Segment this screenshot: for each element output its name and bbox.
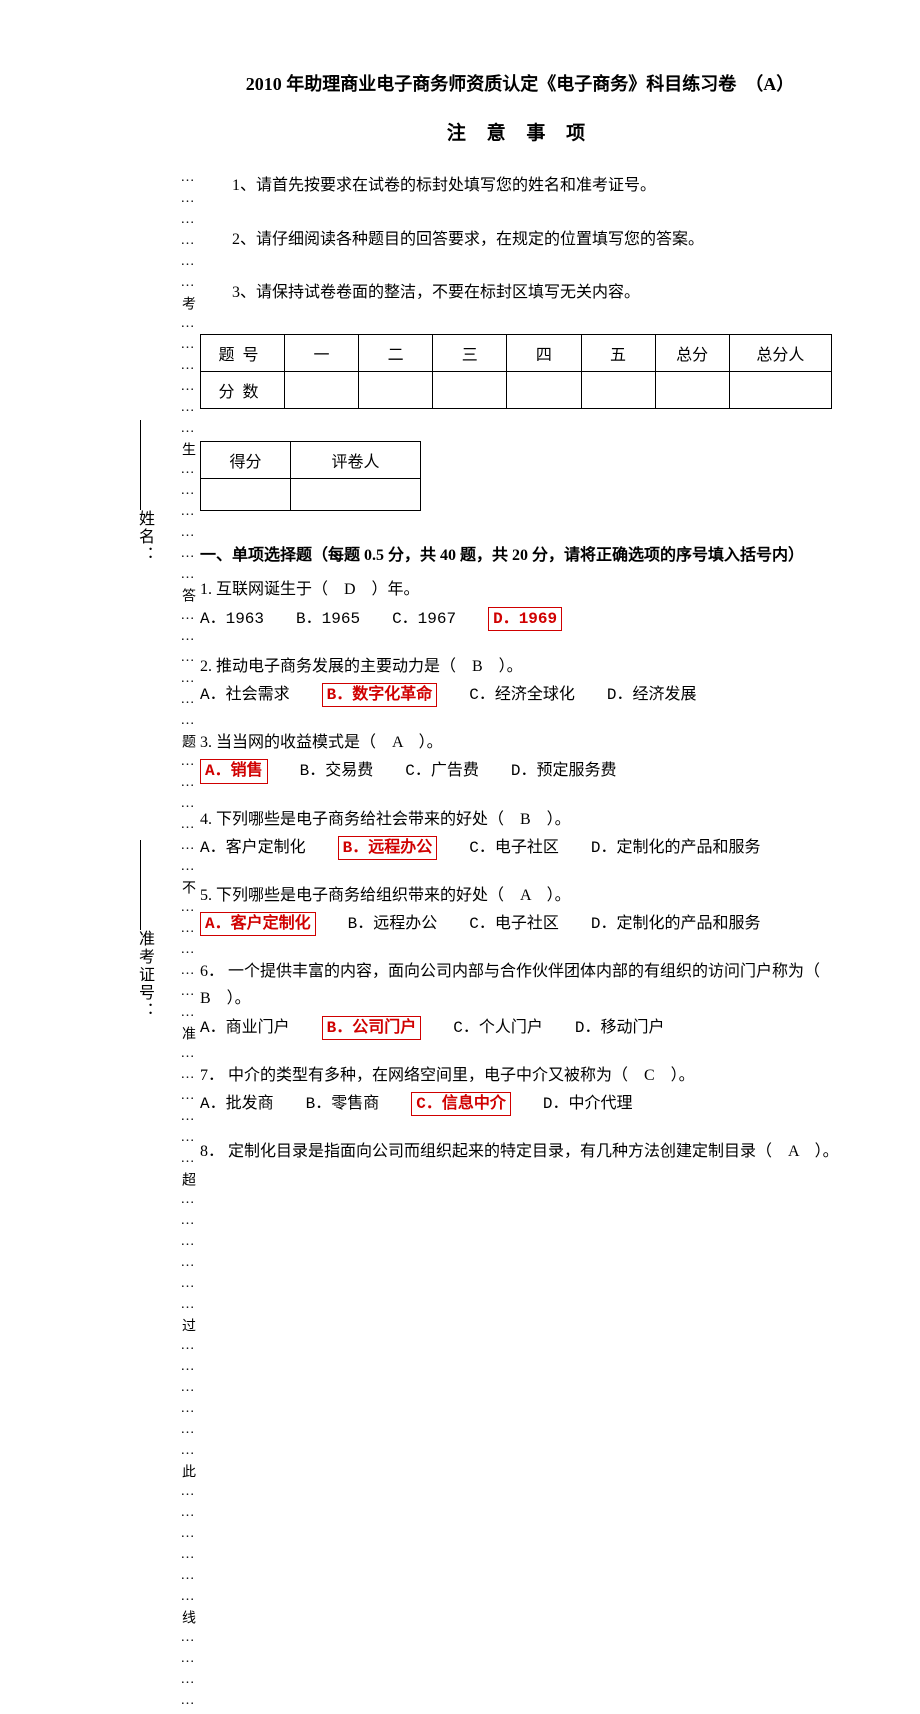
td-empty	[507, 371, 581, 408]
option: C．广告费	[405, 758, 479, 785]
option: A．批发商	[200, 1091, 274, 1118]
option: A．客户定制化	[200, 835, 306, 862]
question-stem: 1. 互联网诞生于（ D ）年。	[200, 576, 840, 603]
th: 五	[581, 334, 655, 371]
option: D．预定服务费	[511, 758, 617, 785]
question-options: A．批发商 B．零售商 C．信息中介 D．中介代理	[200, 1091, 840, 1118]
notice-item: 3、请保持试卷卷面的整洁，不要在标封区填写无关内容。	[200, 280, 840, 306]
question-stem: 4. 下列哪些是电子商务给社会带来的好处（ B ）。	[200, 806, 840, 833]
question: 8． 定制化目录是指面向公司而组织起来的特定目录，有几种方法创建定制目录（ A …	[200, 1138, 840, 1165]
option: B．1965	[296, 606, 360, 633]
question-options: A．商业门户 B．公司门户 C．个人门户 D．移动门户	[200, 1015, 840, 1042]
question-stem: 2. 推动电子商务发展的主要动力是（ B ）。	[200, 653, 840, 680]
question: 3. 当当网的收益模式是（ A ）。A．销售 B．交易费 C．广告费 D．预定服…	[200, 729, 840, 785]
th: 三	[433, 334, 507, 371]
option: B．数字化革命	[322, 683, 438, 707]
question: 6． 一个提供丰富的内容，面向公司内部与合作伙伴团体内部的有组织的访问门户称为（…	[200, 958, 840, 1042]
option: D．1969	[488, 607, 562, 631]
name-label: 姓名：	[132, 510, 156, 564]
question: 2. 推动电子商务发展的主要动力是（ B ）。A．社会需求 B．数字化革命 C．…	[200, 653, 840, 709]
perforation-text: ………………考………………生………………答………………题………………不………………	[180, 170, 194, 1270]
name-underline	[140, 420, 141, 510]
option: B．零售商	[306, 1091, 380, 1118]
td-empty	[433, 371, 507, 408]
option: A．商业门户	[200, 1015, 290, 1042]
th: 四	[507, 334, 581, 371]
notice-heading: 注 意 事 项	[200, 118, 840, 145]
page-title: 2010 年助理商业电子商务师资质认定《电子商务》科目练习卷 （A）	[200, 70, 840, 96]
question: 5. 下列哪些是电子商务给组织带来的好处（ A ）。A．客户定制化 B．远程办公…	[200, 882, 840, 938]
th: 一	[285, 334, 359, 371]
td-empty	[581, 371, 655, 408]
option: C．经济全球化	[469, 682, 575, 709]
th-index: 题号	[201, 334, 285, 371]
td-empty	[201, 478, 291, 510]
option: A．社会需求	[200, 682, 290, 709]
exam-binding-sidebar: ………………考………………生………………答………………题………………不………………	[50, 80, 190, 1230]
question: 7． 中介的类型有多种，在网络空间里，电子中介又被称为（ C ）。A．批发商 B…	[200, 1062, 840, 1118]
th-grader: 评卷人	[291, 441, 421, 478]
question-stem: 5. 下列哪些是电子商务给组织带来的好处（ A ）。	[200, 882, 840, 909]
question: 4. 下列哪些是电子商务给社会带来的好处（ B ）。A．客户定制化 B．远程办公…	[200, 806, 840, 862]
question-options: A．社会需求 B．数字化革命 C．经济全球化 D．经济发展	[200, 682, 840, 709]
option: D．定制化的产品和服务	[591, 911, 761, 938]
page-content: 2010 年助理商业电子商务师资质认定《电子商务》科目练习卷 （A） 注 意 事…	[200, 70, 840, 1185]
question-options: A．客户定制化 B．远程办公 C．电子社区 D．定制化的产品和服务	[200, 835, 840, 862]
grader-table: 得分 评卷人	[200, 441, 421, 511]
option: C．电子社区	[469, 911, 559, 938]
question-options: A．客户定制化 B．远程办公 C．电子社区 D．定制化的产品和服务	[200, 911, 840, 938]
question-stem: 7． 中介的类型有多种，在网络空间里，电子中介又被称为（ C ）。	[200, 1062, 840, 1089]
option: B．远程办公	[338, 836, 438, 860]
question-stem: 8． 定制化目录是指面向公司而组织起来的特定目录，有几种方法创建定制目录（ A …	[200, 1138, 840, 1165]
question-options: A．1963 B．1965 C．1967 D．1969	[200, 606, 840, 633]
question-list: 1. 互联网诞生于（ D ）年。 A．1963 B．1965 C．1967 D．1…	[200, 576, 840, 1165]
option: C．1967	[392, 606, 456, 633]
td-score-label: 分数	[201, 371, 285, 408]
option: B．公司门户	[322, 1016, 422, 1040]
option: C．个人门户	[453, 1015, 543, 1042]
notice-item: 1、请首先按要求在试卷的标封处填写您的姓名和准考证号。	[200, 173, 840, 199]
id-underline	[140, 840, 141, 930]
question: 1. 互联网诞生于（ D ）年。 A．1963 B．1965 C．1967 D．1…	[200, 576, 840, 632]
question-options: A．销售 B．交易费 C．广告费 D．预定服务费	[200, 758, 840, 785]
exam-id-label: 准考证号：	[132, 930, 156, 1020]
question-stem: 6． 一个提供丰富的内容，面向公司内部与合作伙伴团体内部的有组织的访问门户称为（…	[200, 958, 840, 1012]
option: A．1963	[200, 606, 264, 633]
option: B．远程办公	[348, 911, 438, 938]
question-stem: 3. 当当网的收益模式是（ A ）。	[200, 729, 840, 756]
notice-item: 2、请仔细阅读各种题目的回答要求，在规定的位置填写您的答案。	[200, 227, 840, 253]
option: A．销售	[200, 759, 268, 783]
td-empty	[285, 371, 359, 408]
th-score: 得分	[201, 441, 291, 478]
option: B．交易费	[300, 758, 374, 785]
td-empty	[729, 371, 831, 408]
score-summary-table: 题号 一 二 三 四 五 总分 总分人 分数	[200, 334, 832, 409]
option: A．客户定制化	[200, 912, 316, 936]
td-empty	[655, 371, 729, 408]
td-empty	[291, 478, 421, 510]
option: C．信息中介	[411, 1092, 511, 1116]
option: C．电子社区	[469, 835, 559, 862]
option: D．中介代理	[543, 1091, 633, 1118]
th: 总分	[655, 334, 729, 371]
th: 二	[359, 334, 433, 371]
option: D．定制化的产品和服务	[591, 835, 761, 862]
td-empty	[359, 371, 433, 408]
option: D．移动门户	[575, 1015, 665, 1042]
section-1-title: 一、单项选择题（每题 0.5 分，共 40 题，共 20 分，请将正确选项的序号…	[200, 543, 840, 569]
option: D．经济发展	[607, 682, 697, 709]
th: 总分人	[729, 334, 831, 371]
